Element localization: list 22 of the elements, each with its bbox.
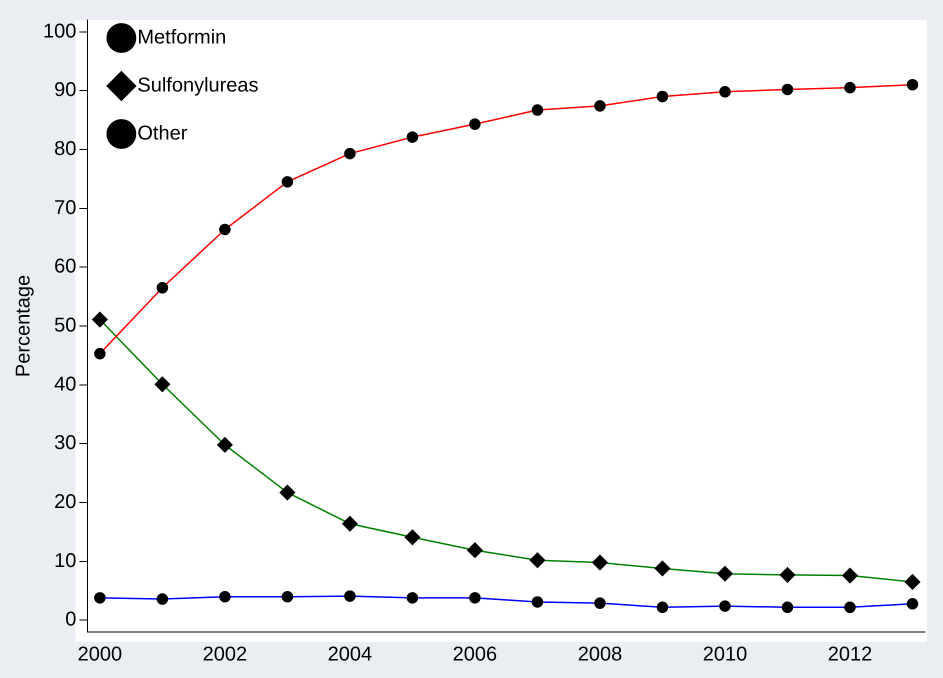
legend-label: Sulfonylureas <box>137 74 259 97</box>
x-tick-label: 2012 <box>828 644 872 666</box>
x-tick-label: 2008 <box>578 644 622 666</box>
legend-label: Metformin <box>137 26 226 49</box>
y-tick-label: 20 <box>54 491 76 514</box>
y-tick-label: 50 <box>54 314 76 337</box>
x-tick-label: 2010 <box>702 644 748 666</box>
y-tick-label: 0 <box>65 608 76 631</box>
y-tick-label: 60 <box>54 256 76 278</box>
y-tick-label: 80 <box>54 138 76 160</box>
y-tick-label: 10 <box>54 550 76 572</box>
x-tick-label: 2004 <box>328 644 372 666</box>
x-tick-label: 2000 <box>78 644 122 666</box>
y-tick-label: 100 <box>42 20 76 42</box>
x-tick-label: 2002 <box>202 644 248 666</box>
y-tick-label: 90 <box>54 79 76 102</box>
y-tick-label: 70 <box>54 196 76 219</box>
x-tick-label: 2006 <box>452 644 498 666</box>
y-tick-label: 30 <box>54 432 76 454</box>
legend-label: Other <box>137 122 188 145</box>
y-tick-label: 40 <box>54 373 76 396</box>
y-axis-title: Percentage <box>12 274 35 378</box>
